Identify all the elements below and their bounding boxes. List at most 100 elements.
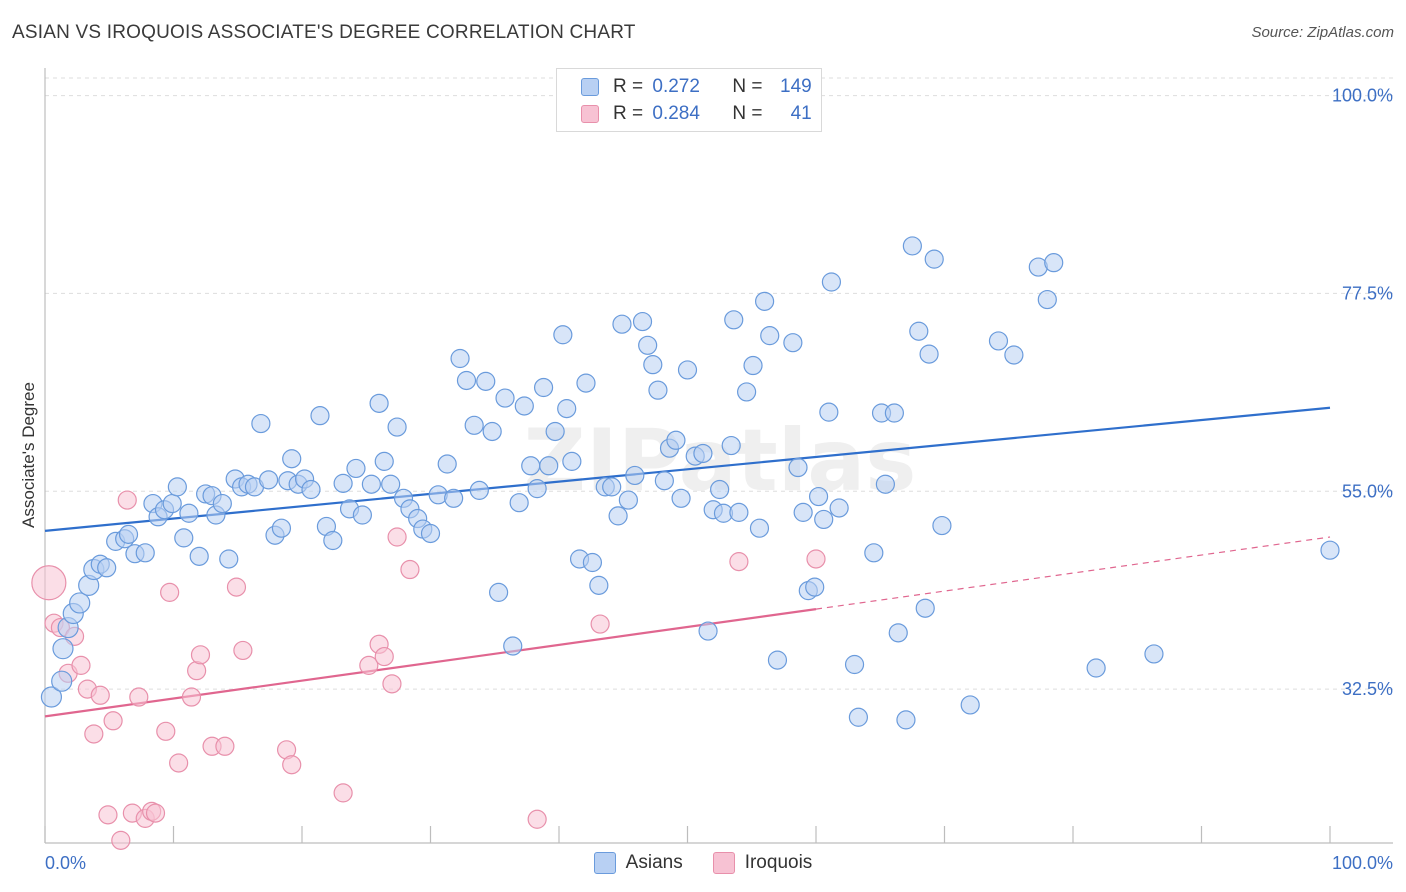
asians-point xyxy=(179,503,199,523)
asians-point xyxy=(724,310,744,330)
y-axis-title: Associate's Degree xyxy=(19,382,38,528)
iroquois-point xyxy=(233,640,253,661)
legend-n-label: N = xyxy=(732,103,768,124)
asians-point xyxy=(888,623,908,643)
asians-point xyxy=(625,465,645,486)
asians-point xyxy=(361,474,381,494)
asians-trend-line xyxy=(44,406,1331,532)
axis-labels: 100.0% 77.5% 55.0% 32.5% 0.0% 100.0% xyxy=(45,86,1393,873)
asians-point xyxy=(1037,289,1057,310)
asians-point xyxy=(875,474,895,494)
iroquois-point xyxy=(215,736,235,756)
iroquois-point xyxy=(90,685,110,705)
asians-point xyxy=(677,360,698,380)
asians-point xyxy=(754,291,775,311)
asians-point xyxy=(783,333,803,353)
asians-point xyxy=(638,335,658,355)
trend-lines xyxy=(44,406,1331,718)
legend-r-value: 0.284 xyxy=(652,103,700,124)
asians-point xyxy=(618,490,638,510)
asians-point xyxy=(521,456,541,476)
iroquois-point xyxy=(190,645,211,665)
asians-point xyxy=(40,686,63,708)
bottom-legend-asians: Asians xyxy=(593,852,683,874)
x-tick-label-min: 0.0% xyxy=(45,853,86,873)
iroquois-point xyxy=(333,783,353,803)
iroquois-point xyxy=(160,582,180,602)
asians-point xyxy=(654,471,674,491)
legend-r-label: R = xyxy=(613,103,649,124)
asians-point xyxy=(352,505,372,525)
legend-n-value: 149 xyxy=(780,76,812,97)
iroquois-point xyxy=(282,755,302,775)
iroquois-point xyxy=(111,830,131,850)
iroquois-trend-line xyxy=(44,608,817,718)
asians-point xyxy=(632,311,653,332)
asians-point xyxy=(282,449,302,469)
asians-point xyxy=(258,470,279,490)
iroquois-point xyxy=(129,687,149,707)
asians-point xyxy=(489,582,509,602)
asians-point xyxy=(643,355,663,375)
asians-point xyxy=(805,577,825,597)
iroquois-point xyxy=(374,646,394,667)
asians-point xyxy=(864,543,884,563)
asians-point xyxy=(729,502,749,522)
asians-point xyxy=(420,523,441,544)
asians-point xyxy=(482,421,502,442)
asians-point xyxy=(545,421,565,442)
asians-point xyxy=(469,480,489,500)
iroquois-point xyxy=(84,724,104,744)
asians-point xyxy=(760,326,780,346)
iroquois-swatch xyxy=(581,105,599,123)
asians-point xyxy=(793,502,813,522)
asians-point xyxy=(902,236,922,256)
legend-n-label: N = xyxy=(732,76,768,97)
legend-n-value: 41 xyxy=(790,103,812,124)
asians-point xyxy=(896,710,916,730)
asians-point xyxy=(612,314,632,334)
asians-point xyxy=(69,592,91,614)
iroquois-point xyxy=(71,655,91,675)
asians-point xyxy=(710,479,730,500)
asians-point xyxy=(829,498,849,518)
iroquois-point xyxy=(187,661,207,681)
asians-point xyxy=(118,524,139,544)
asians-point xyxy=(576,373,596,393)
asians-point xyxy=(374,451,394,471)
asians-point xyxy=(251,413,271,434)
asians-point xyxy=(495,388,515,408)
asians-legend-swatch xyxy=(593,852,616,874)
asians-point xyxy=(648,380,668,400)
asians-point xyxy=(1086,658,1106,678)
legend: R = 0.272 N = 149 R = 0.284 N = 41 xyxy=(556,68,822,132)
x-tick-label-max: 100.0% xyxy=(1332,853,1393,873)
asians-point xyxy=(381,474,401,494)
asians-point xyxy=(333,473,353,493)
legend-row-asians: R = 0.272 N = 149 xyxy=(581,76,812,98)
asians-point xyxy=(476,371,496,391)
data-points xyxy=(31,236,1340,850)
asians-point xyxy=(174,528,194,548)
iroquois-point xyxy=(527,809,547,829)
asians-point xyxy=(721,435,741,456)
asians-point xyxy=(562,451,582,471)
iroquois-point xyxy=(98,805,118,825)
asians-point xyxy=(788,457,808,478)
asians-point xyxy=(557,399,577,419)
iroquois-point xyxy=(400,559,420,580)
iroquois-point xyxy=(181,687,202,707)
asians-point xyxy=(271,518,292,538)
asians-point xyxy=(960,695,980,715)
asians-point xyxy=(819,402,839,422)
asians-point xyxy=(464,415,484,435)
asians-point xyxy=(988,331,1009,351)
asians-point xyxy=(189,546,209,566)
asians-point xyxy=(693,443,713,464)
asians-point xyxy=(915,598,935,618)
asians-point xyxy=(1144,644,1164,664)
asians-point xyxy=(814,509,834,530)
y-tick-label: 55.0% xyxy=(1342,481,1393,501)
asians-point xyxy=(767,650,788,670)
